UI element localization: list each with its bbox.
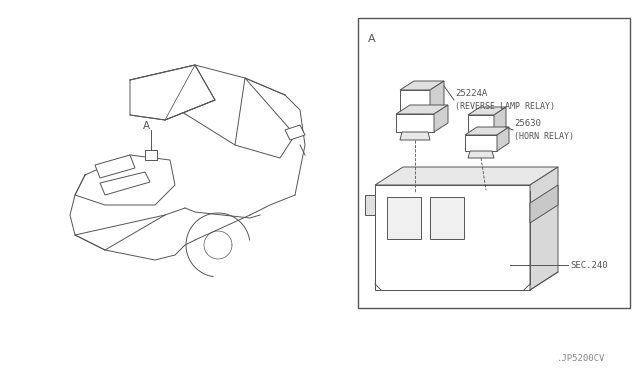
Text: .JP5200CV: .JP5200CV <box>557 354 605 363</box>
Polygon shape <box>375 185 530 290</box>
Polygon shape <box>430 81 444 114</box>
Text: A: A <box>368 34 376 44</box>
Text: (HORN RELAY): (HORN RELAY) <box>514 132 574 141</box>
Polygon shape <box>430 197 464 239</box>
Polygon shape <box>285 125 305 140</box>
Polygon shape <box>375 167 558 185</box>
Polygon shape <box>468 107 506 115</box>
Polygon shape <box>530 167 558 290</box>
Polygon shape <box>400 132 430 140</box>
Text: SEC.240: SEC.240 <box>570 260 607 269</box>
Polygon shape <box>400 81 444 90</box>
Text: (REVERSE LAMP RELAY): (REVERSE LAMP RELAY) <box>455 102 555 111</box>
Bar <box>358 18 630 308</box>
Polygon shape <box>465 135 497 151</box>
Polygon shape <box>400 90 430 114</box>
Polygon shape <box>434 105 448 132</box>
Polygon shape <box>100 172 150 195</box>
Polygon shape <box>530 185 558 223</box>
Polygon shape <box>497 127 509 151</box>
Text: 25630: 25630 <box>514 119 541 128</box>
Polygon shape <box>465 127 509 135</box>
Polygon shape <box>468 151 494 158</box>
Polygon shape <box>95 155 135 178</box>
Polygon shape <box>130 65 215 120</box>
Text: A: A <box>143 121 150 131</box>
Polygon shape <box>396 114 434 132</box>
Polygon shape <box>396 105 448 114</box>
Text: 25224A: 25224A <box>455 89 487 98</box>
Polygon shape <box>145 150 157 160</box>
Polygon shape <box>494 107 506 135</box>
Polygon shape <box>365 195 375 215</box>
Polygon shape <box>468 115 494 135</box>
Polygon shape <box>387 197 421 239</box>
